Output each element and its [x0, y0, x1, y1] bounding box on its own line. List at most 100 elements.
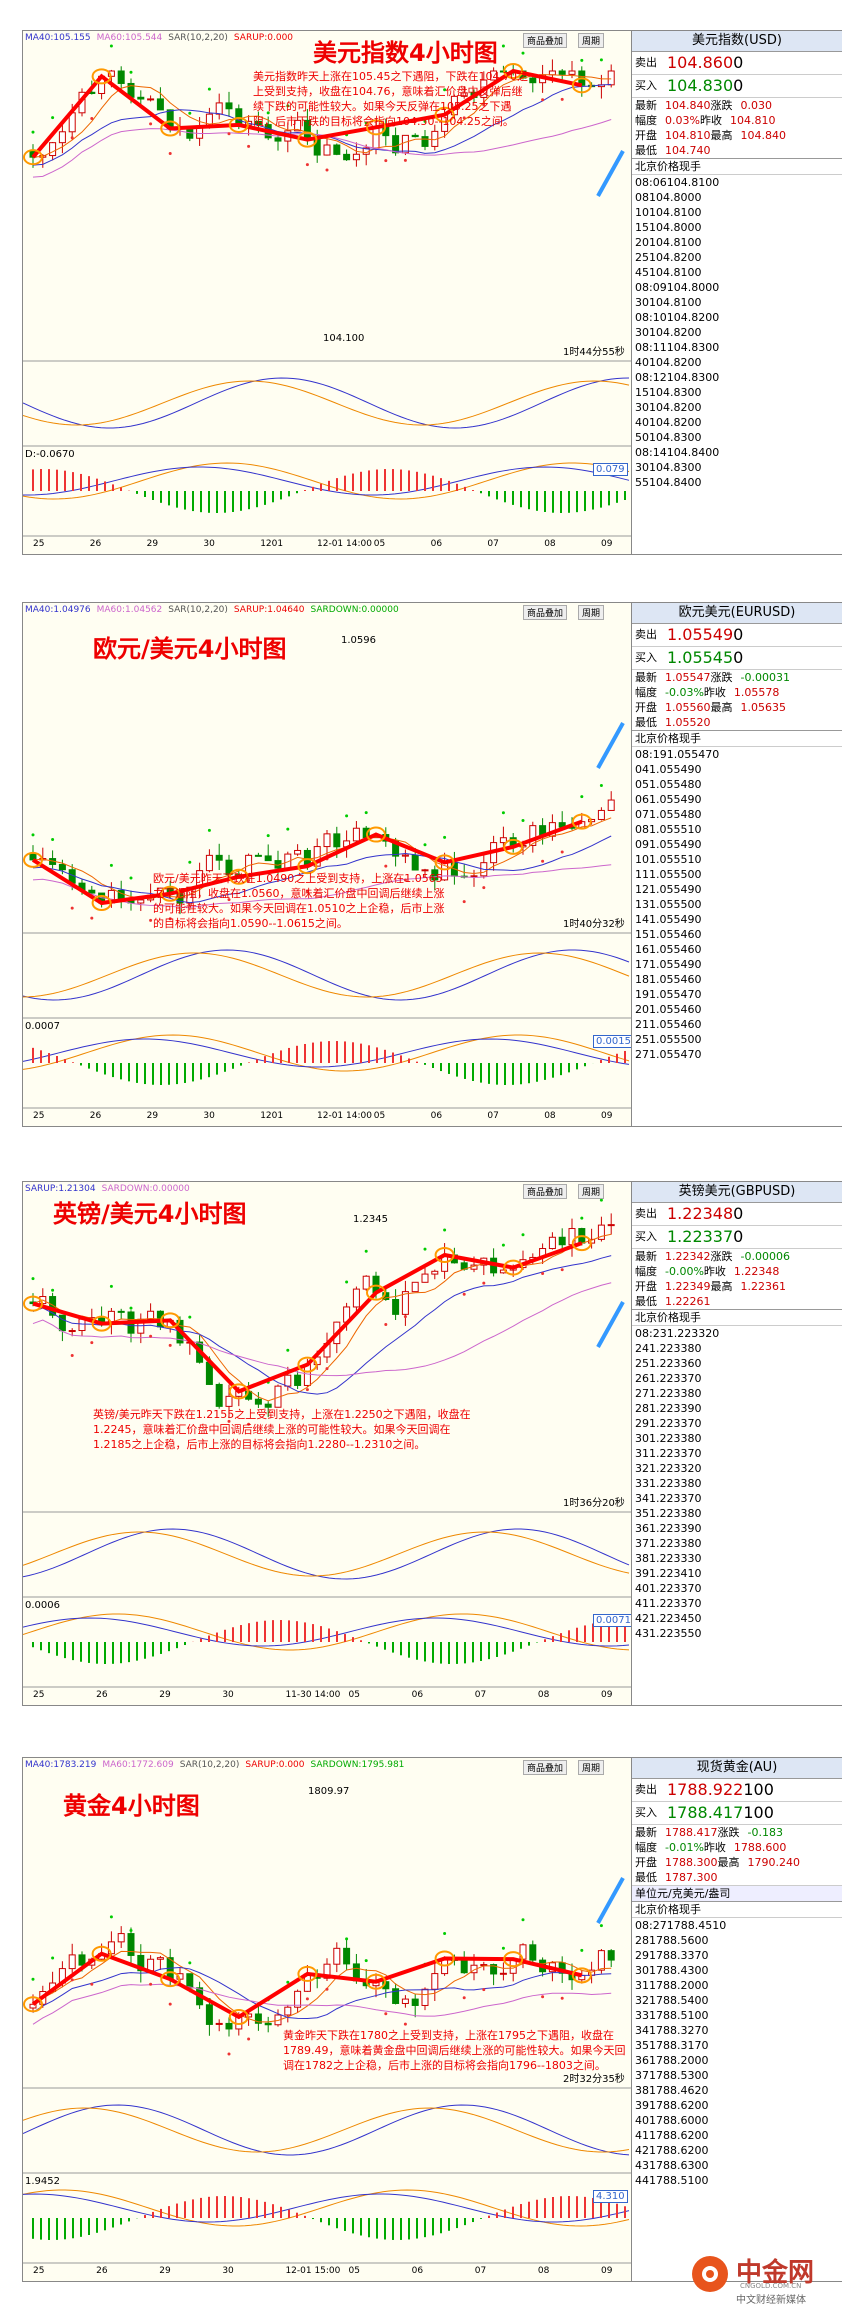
- unit-label: 单位: [635, 1887, 657, 1900]
- x-axis-label: 09: [601, 1111, 613, 1121]
- tick-cell: 1.22339: [649, 1402, 695, 1415]
- tick-cell: 1788.630: [649, 2159, 702, 2172]
- tick-row: 06 1.05549 0: [632, 792, 842, 807]
- macd-label: 0.0006: [25, 1600, 60, 1611]
- quote-stat-row: 开盘 104.810 最高 104.840: [632, 128, 842, 143]
- sar-dot: [521, 1918, 525, 1922]
- trend-arrow: [32, 1241, 583, 1394]
- sar-dot: [521, 1233, 525, 1237]
- sar-dot: [560, 1268, 564, 1272]
- tick-cell: 104.820: [649, 401, 695, 414]
- macd-value-box: 0.00157: [593, 1035, 641, 1048]
- indicator-label: MA60:1.04562: [96, 605, 163, 615]
- tick-cell: 0: [694, 1048, 702, 1061]
- tick-row: 30 104.820 0: [632, 400, 842, 415]
- toolbar-button: 周期: [578, 33, 605, 48]
- candle-body: [137, 1954, 145, 1972]
- candle-body: [401, 854, 409, 857]
- x-axis-label: 07: [474, 2266, 487, 2276]
- quote-stat: 1.05547: [665, 671, 711, 684]
- sar-dot: [482, 103, 486, 107]
- sar-dot: [482, 886, 486, 890]
- trend-arrow: [31, 68, 583, 159]
- tick-cell: 1788.510: [649, 2009, 702, 2022]
- quote-price: 1.05545: [667, 648, 734, 667]
- quote-stat: 昨收: [703, 686, 726, 699]
- quote-stat-row: 最低 1787.300: [632, 1870, 842, 1885]
- sar-dot: [462, 1292, 466, 1296]
- indicator-label: MA60:1772.609: [102, 1760, 174, 1770]
- tick-cell: 104.820: [649, 356, 695, 369]
- quote-stat: 1.05560: [665, 701, 711, 714]
- forecast-arrow: [596, 1877, 625, 1924]
- sar-dot: [364, 1959, 368, 1963]
- quote-price: 104.830: [667, 76, 734, 95]
- x-axis-label: 08: [537, 2266, 550, 2276]
- quote-stat: 涨跌: [717, 1826, 740, 1839]
- candle-body: [205, 854, 213, 872]
- quote-volume: 0: [733, 53, 744, 72]
- oscillator-line: [23, 462, 630, 500]
- x-axis-label: 07: [487, 539, 499, 549]
- sar-dot: [403, 878, 407, 882]
- tick-cell: 1788.600: [649, 2114, 702, 2127]
- indicator-label: SARDOWN:0.00000: [310, 605, 399, 615]
- tick-row: 30 104.820 0: [632, 325, 842, 340]
- tick-cell: 1.05548: [649, 808, 695, 821]
- candle-body: [548, 1236, 556, 1250]
- tick-row: 43 1788.630 0: [632, 2158, 842, 2173]
- candle-body: [156, 1957, 164, 1960]
- quote-stat: -0.00006: [740, 1250, 790, 1263]
- tick-cell: 0: [701, 2009, 709, 2022]
- tick-row: 44 1788.510 0: [632, 2173, 842, 2188]
- tick-cell: 30: [635, 1432, 649, 1445]
- sar-dot: [51, 837, 55, 841]
- quote-stat-row: 最低 1.05520: [632, 715, 842, 730]
- tick-cell: 104.810: [649, 236, 695, 249]
- sar-dot: [560, 97, 564, 101]
- panel-title: 欧元/美元4小时图: [93, 635, 287, 663]
- sar-dot: [305, 1997, 309, 2001]
- quote-sell: 卖出 104.860 0: [632, 52, 842, 75]
- candle-body: [343, 153, 351, 161]
- column-header: 北京: [635, 160, 657, 173]
- analysis-note: 黄金昨天下跌在1780之上受到支持，上涨在1795之下遇阻，收盘在1789.49…: [283, 2029, 626, 2072]
- candle-body: [431, 1270, 439, 1275]
- tick-row: 27 1.22338 0: [632, 1386, 842, 1401]
- x-axis-label: 05: [373, 539, 386, 549]
- tick-cell: 08:27: [635, 1919, 667, 1932]
- price-label: 1.0596: [341, 635, 376, 646]
- tick-cell: 1.22337: [649, 1447, 695, 1460]
- quote-stat-row: 最新 1.22342 涨跌 -0.00006: [632, 1249, 842, 1264]
- sar-dot: [188, 1315, 192, 1319]
- tick-cell: 1788.451: [666, 1919, 720, 1932]
- candle-body: [147, 98, 155, 101]
- tick-cell: 0: [694, 928, 702, 941]
- tick-row: 42 1788.620 0: [632, 2143, 842, 2158]
- panel-title: 黄金4小时图: [63, 1792, 200, 1820]
- quote-buy: 买入 1.22337 0: [632, 1226, 842, 1249]
- tick-cell: 30: [635, 296, 649, 309]
- tick-row: 36 1.22339 0: [632, 1521, 842, 1536]
- tick-row: 08:27 1788.451 0: [632, 1918, 842, 1933]
- tick-cell: 1788.530: [649, 2069, 702, 2082]
- quote-stat: 最高: [717, 1856, 740, 1869]
- indicator-label: SARUP:1.04640: [233, 605, 305, 615]
- sar-dot: [403, 1315, 407, 1319]
- sar-dot: [541, 98, 545, 102]
- sar-dot: [286, 1980, 290, 1984]
- quote-stat: 104.810: [665, 129, 711, 142]
- sar-dot: [207, 828, 211, 832]
- tick-row: 10 1.05551 0: [632, 852, 842, 867]
- candle-body: [147, 1310, 155, 1320]
- tick-cell: 0: [694, 416, 702, 429]
- quote-name: 欧元美元(EURUSD): [632, 603, 842, 624]
- indicator-label: SARUP:0.000: [245, 1760, 305, 1770]
- tick-cell: 25: [635, 1357, 649, 1370]
- tick-row: 19 1.05547 0: [632, 987, 842, 1002]
- quote-price: 1788.417: [667, 1803, 744, 1822]
- quote-stat: 104.840: [740, 129, 787, 142]
- column-header: 北京: [635, 732, 657, 745]
- candle-body: [215, 102, 223, 115]
- quote-stat: 幅度: [635, 1265, 657, 1278]
